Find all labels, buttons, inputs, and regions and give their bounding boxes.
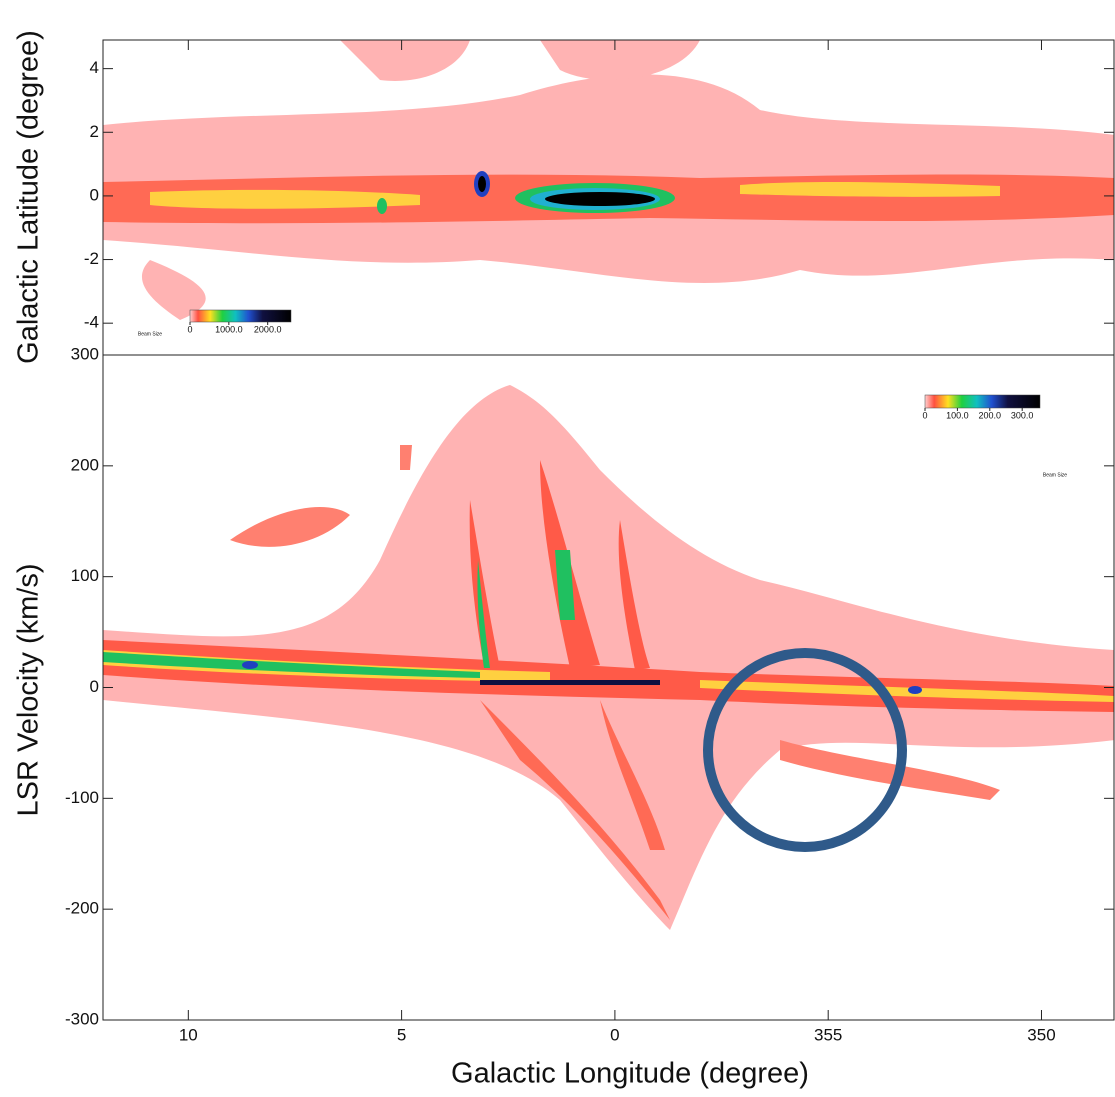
y-tick-label: 100 <box>71 566 99 585</box>
y-axis-title: LSR Velocity (km/s) <box>13 564 45 817</box>
y-tick-label: 0 <box>90 677 99 696</box>
x-tick-label: 5 <box>397 1025 406 1044</box>
colorbar <box>189 309 292 323</box>
x-tick-label: 355 <box>814 1025 842 1044</box>
x-tick-label: 350 <box>1027 1025 1055 1044</box>
latitude-map <box>103 40 1114 320</box>
colorbar-tick-label: 0 <box>187 324 192 334</box>
y-tick-label: -200 <box>65 899 99 918</box>
colorbar-tick-label: 2000.0 <box>254 324 282 334</box>
colorbar-tick-label: 200.0 <box>979 410 1002 420</box>
y-axis-title: Galactic Latitude (degree) <box>13 30 45 364</box>
colorbar <box>924 394 1041 409</box>
y-tick-label: 200 <box>71 455 99 474</box>
x-tick-label: 0 <box>610 1025 619 1044</box>
colorbar-tick-label: 300.0 <box>1011 410 1034 420</box>
highlight-circle <box>703 648 907 852</box>
y-tick-label: 4 <box>90 58 99 77</box>
beam-size-label: Beam Size <box>1043 472 1067 478</box>
colorbar-tick-label: 1000.0 <box>215 324 243 334</box>
velocity-map <box>103 385 1114 930</box>
y-tick-label: -4 <box>84 313 99 332</box>
x-axis-title: Galactic Longitude (degree) <box>451 1058 809 1090</box>
y-tick-label: 2 <box>90 122 99 141</box>
x-tick-label: 10 <box>179 1025 198 1044</box>
y-tick-label: -2 <box>84 249 99 268</box>
y-tick-label: 300 <box>71 344 99 363</box>
y-tick-label: -100 <box>65 788 99 807</box>
y-tick-label: 0 <box>90 185 99 204</box>
y-tick-label: -300 <box>65 1009 99 1028</box>
beam-size-label: Beam Size <box>138 331 162 337</box>
colorbar-tick-label: 100.0 <box>946 410 969 420</box>
colorbar-tick-label: 0 <box>922 410 927 420</box>
